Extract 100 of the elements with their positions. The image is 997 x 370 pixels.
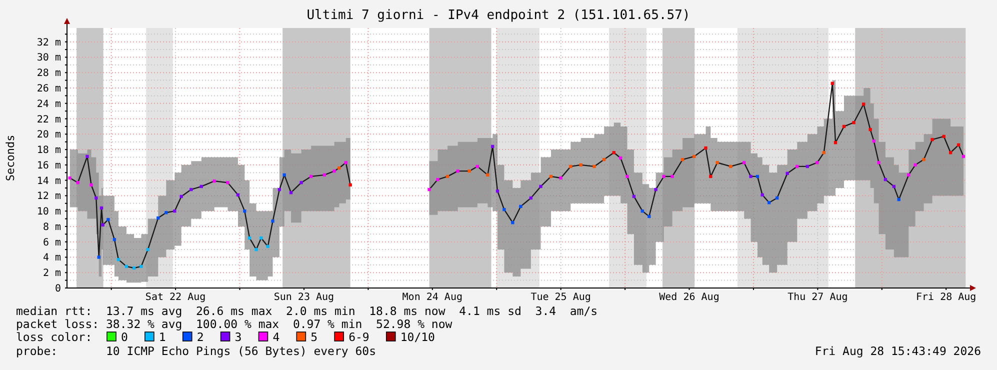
x-tick-label: Wed 26 Aug [659, 292, 720, 303]
y-tick-label: 0 [54, 284, 61, 294]
point [884, 178, 888, 182]
point [491, 144, 494, 148]
point [742, 161, 746, 164]
y-tick-label: 14 m [36, 176, 61, 187]
point [767, 201, 771, 204]
x-tick-label: Sun 23 Aug [274, 292, 334, 303]
point [332, 169, 336, 173]
point [962, 154, 966, 158]
point [922, 158, 926, 162]
point [486, 173, 490, 177]
legend-label: 5 [310, 330, 318, 344]
point [662, 174, 666, 178]
legend-label: 3 [234, 330, 242, 344]
point [907, 173, 910, 177]
point [476, 164, 480, 168]
point [569, 164, 572, 168]
y-tick-label: 10 m [36, 206, 61, 218]
point [852, 121, 856, 124]
chart-title: Ultimi 7 giorni - IPv4 endpoint 2 (151.101.65.57) [306, 8, 690, 23]
point [862, 102, 866, 106]
point [310, 174, 313, 178]
point [97, 256, 100, 259]
point [776, 196, 779, 200]
point [173, 209, 176, 213]
point [626, 174, 629, 178]
text: Fri Aug 28 15:43:49 2026 [814, 344, 982, 358]
point [100, 206, 104, 210]
x-tick-label: Mon 24 Aug [402, 292, 463, 303]
legend-label: 6-9 [348, 330, 370, 344]
point [756, 174, 760, 178]
y-tick-label: 30 m [36, 52, 61, 64]
point [579, 163, 582, 167]
point [282, 173, 286, 177]
point [592, 164, 596, 168]
point [942, 134, 946, 138]
point [436, 178, 440, 182]
x-tick-label: Fri 28 Aug [916, 292, 976, 303]
x-tick-label: Sat 22 Aug [145, 292, 206, 303]
point [511, 221, 514, 224]
point [872, 139, 876, 143]
point [496, 189, 500, 193]
legend-label: 4 [272, 330, 280, 344]
point [692, 154, 696, 158]
point [868, 128, 872, 132]
point [90, 183, 93, 187]
point [729, 164, 732, 168]
point [632, 194, 636, 198]
y-tick-label: 12 m [36, 191, 61, 202]
point [456, 169, 460, 173]
point [76, 181, 80, 184]
point [344, 161, 348, 164]
y-tick-label: 24 m [36, 98, 61, 110]
point [116, 258, 120, 262]
point [539, 184, 542, 188]
point [200, 184, 203, 188]
point [709, 174, 712, 178]
point [348, 183, 352, 187]
point [654, 188, 658, 192]
point [549, 174, 553, 178]
point [278, 188, 282, 192]
point [112, 238, 116, 242]
y-tick-label: 26 m [36, 84, 61, 94]
point [106, 218, 110, 222]
y-tick-label: 6 m [42, 237, 61, 248]
point [796, 164, 799, 168]
point [164, 211, 168, 214]
point [254, 248, 258, 252]
y-tick-label: 28 m [36, 68, 61, 80]
point [468, 169, 471, 173]
point [619, 156, 622, 160]
point [68, 176, 72, 180]
point [236, 193, 240, 197]
y-tick-label: 16 m [36, 160, 61, 172]
point [132, 266, 136, 270]
point [648, 214, 651, 218]
point [190, 188, 193, 192]
text: packet loss: 38.32 % avg 100.00 % max 0.97 % min 52.98 % now [16, 317, 452, 331]
point [94, 196, 98, 200]
point [322, 173, 326, 177]
point [101, 223, 104, 227]
y-tick-label: 18 m [36, 145, 61, 156]
point [519, 204, 522, 208]
legend-title: loss color: [16, 330, 92, 344]
point [749, 174, 752, 178]
point [930, 138, 934, 142]
point [816, 161, 819, 164]
legend-label: 2 [196, 330, 204, 344]
x-tick-label: Tue 25 Aug [530, 292, 591, 303]
point [446, 174, 450, 178]
point [834, 141, 838, 144]
point [716, 161, 719, 164]
point [822, 151, 826, 154]
point [124, 264, 128, 268]
point [760, 193, 764, 197]
y-tick-label: 20 m [36, 130, 61, 141]
point [640, 209, 644, 213]
point [289, 191, 293, 194]
point [266, 244, 270, 248]
